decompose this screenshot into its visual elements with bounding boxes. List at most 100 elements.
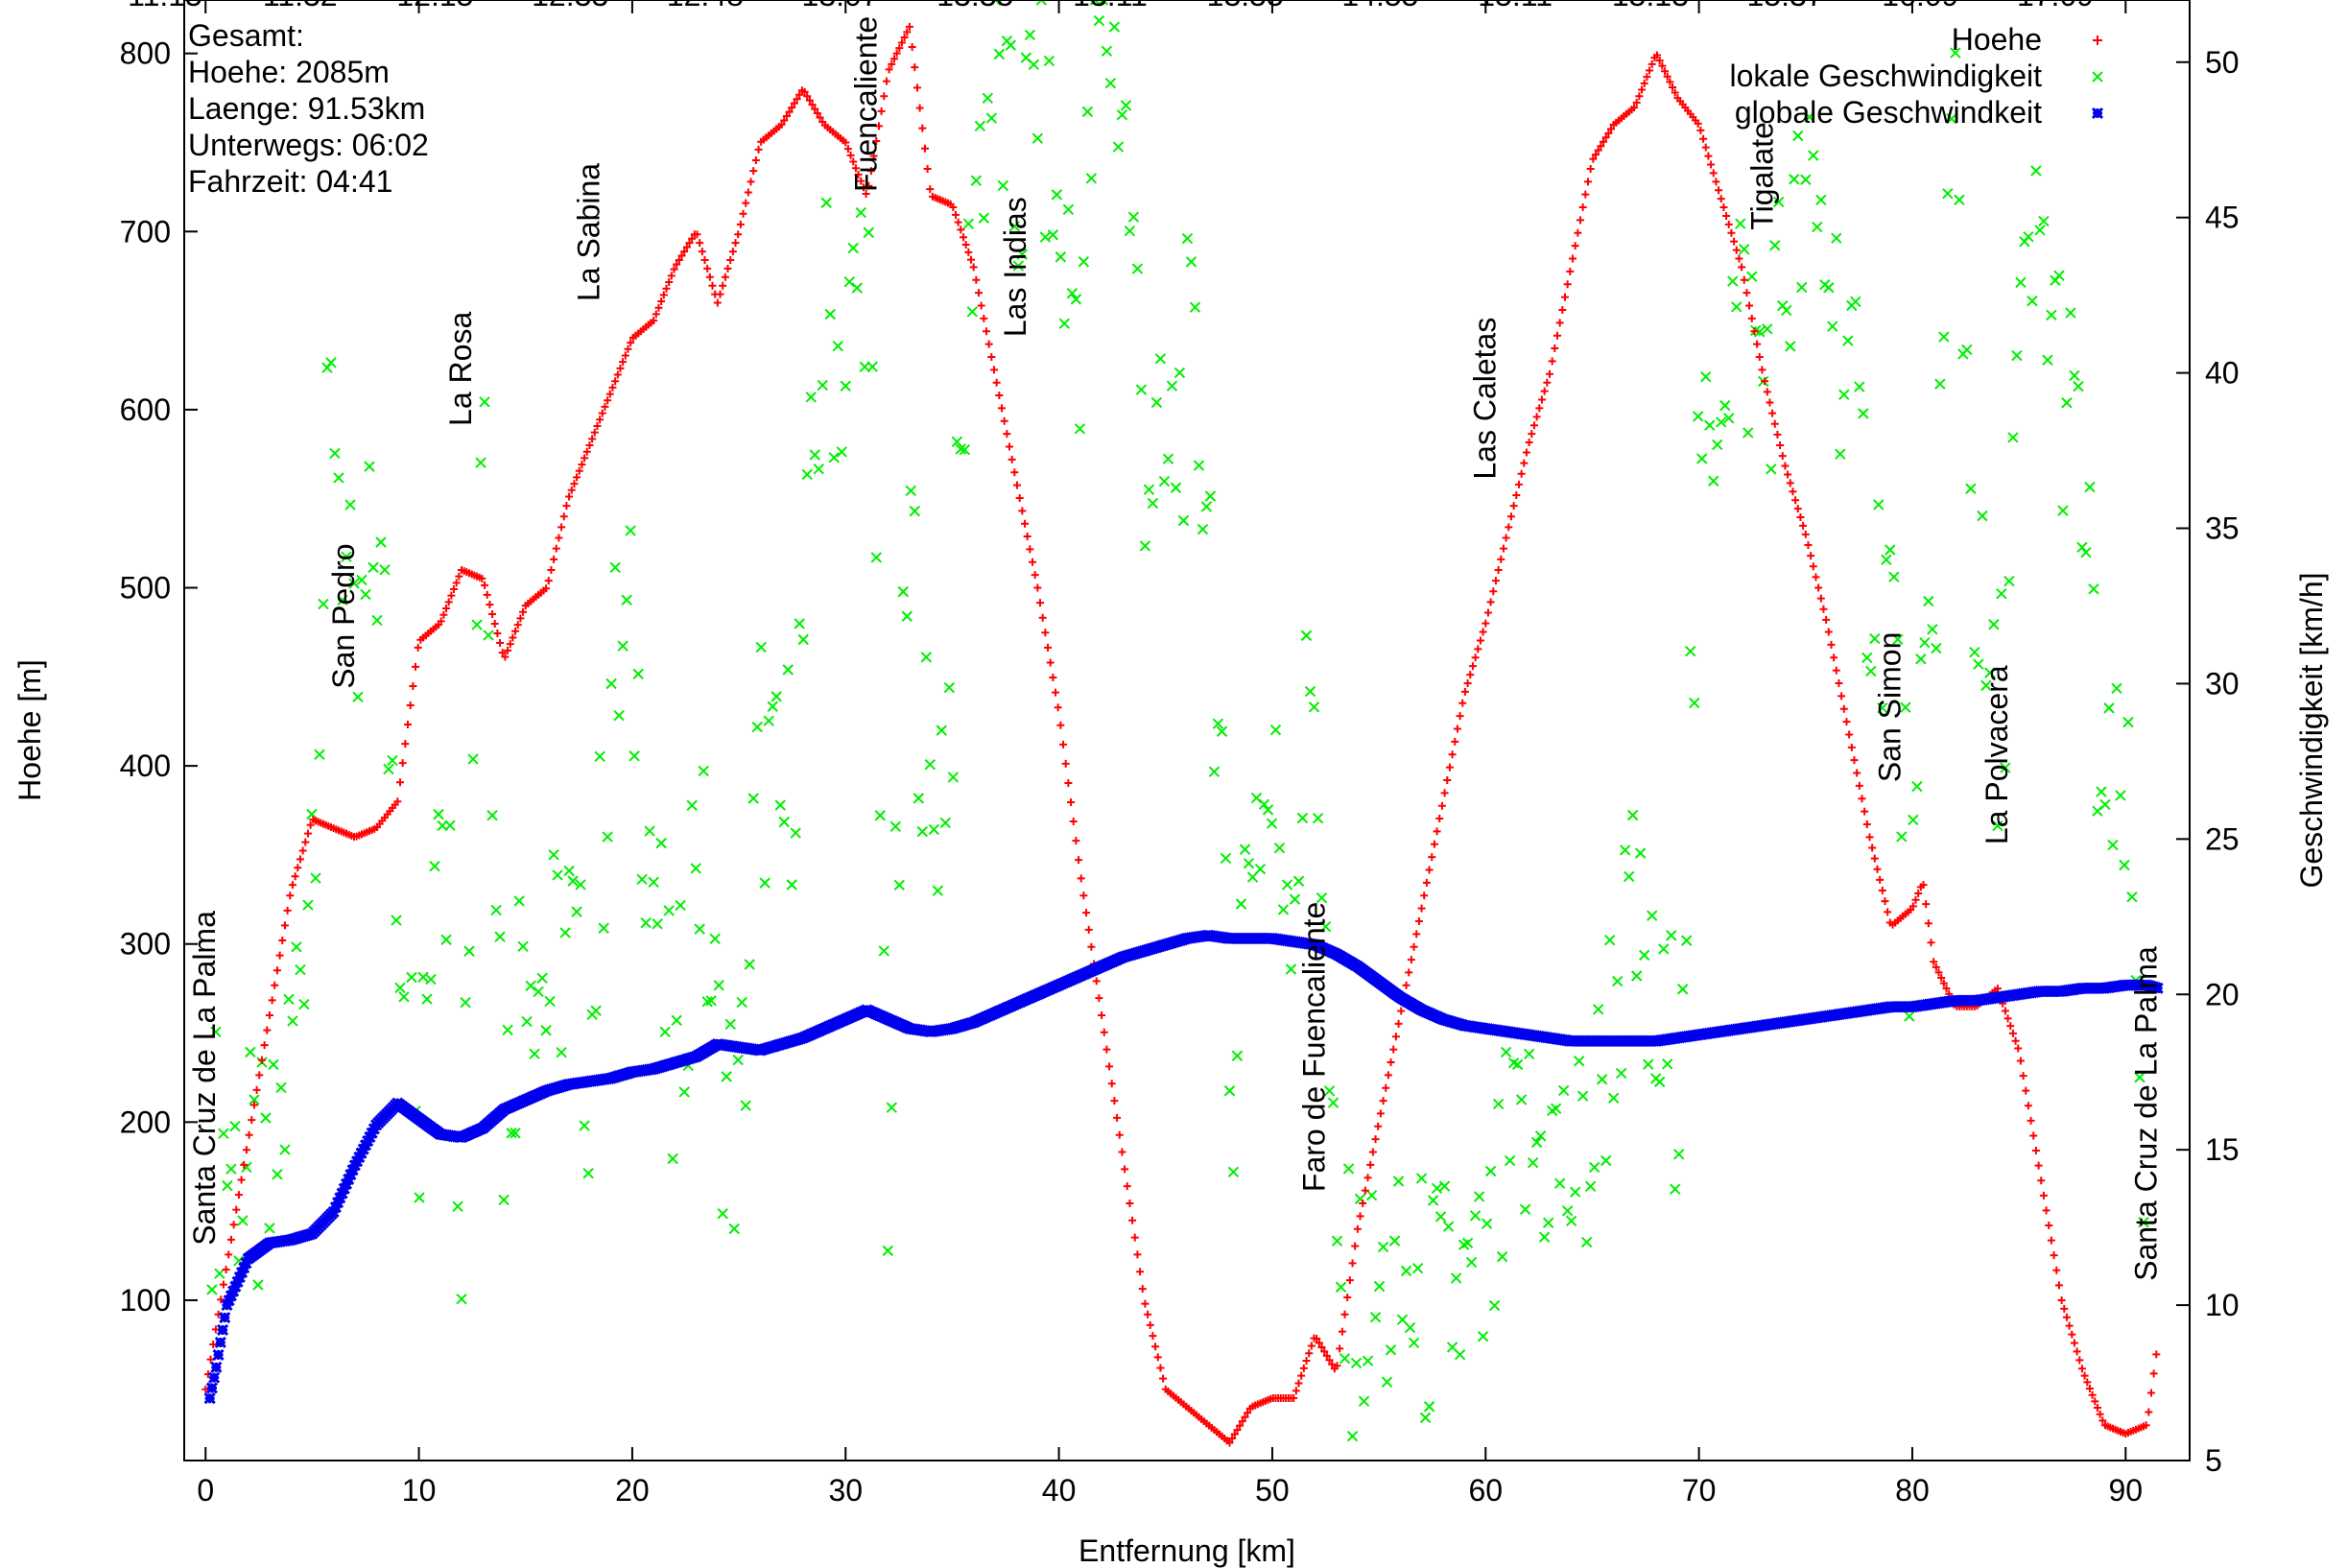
hoehe-point	[1420, 891, 1429, 900]
hoehe-point	[1745, 301, 1754, 310]
hoehe-point	[1578, 203, 1587, 212]
globale-point	[203, 1392, 216, 1405]
hoehe-point	[1784, 470, 1792, 479]
hoehe-point	[1236, 1421, 1245, 1430]
lokale-point	[1515, 1094, 1528, 1105]
lokale-point	[1074, 423, 1086, 435]
hoehe-point	[1832, 666, 1840, 675]
hoehe-point	[975, 289, 983, 297]
lokale-point	[479, 396, 490, 408]
globale-point	[214, 1336, 226, 1349]
hoehe-point	[2146, 1389, 2155, 1397]
lokale-point	[1630, 970, 1643, 982]
hoehe-point	[1422, 878, 1431, 887]
lokale-point	[391, 915, 402, 926]
hoehe-point	[242, 1146, 250, 1154]
lokale-point	[2096, 786, 2107, 797]
globale-point	[344, 1169, 357, 1181]
lokale-point	[1442, 1221, 1455, 1232]
hoehe-point	[1121, 1165, 1129, 1174]
lokale-point	[1185, 256, 1197, 268]
hoehe-point	[1750, 327, 1759, 336]
lokale-point	[1058, 318, 1071, 329]
hoehe-point	[1376, 1109, 1385, 1118]
hoehe-point	[1719, 203, 1728, 212]
hoehe-point	[1072, 837, 1080, 845]
lokale-point	[1327, 1097, 1339, 1108]
top-time-tick-label: 15:37	[1747, 0, 1824, 12]
hoehe-point	[1884, 908, 1892, 916]
hoehe-point	[1468, 662, 1477, 671]
lokale-point	[1530, 1136, 1543, 1149]
lokale-point	[1262, 804, 1274, 816]
lokale-point	[1285, 963, 1297, 975]
hoehe-point	[493, 630, 502, 638]
hoehe-point	[209, 1340, 218, 1348]
lokale-point	[1723, 413, 1735, 424]
top-time-tick-label: 12:15	[396, 0, 473, 12]
globale-point	[231, 1275, 244, 1288]
lokale-point	[2000, 762, 2011, 773]
lokale-point	[1377, 1241, 1389, 1253]
lokale-point	[1877, 701, 1888, 714]
hoehe-point	[920, 144, 929, 153]
lokale-point	[955, 443, 967, 455]
hoehe-point	[1433, 827, 1441, 836]
hoehe-point	[1405, 968, 1413, 977]
lokale-point	[1035, 0, 1048, 6]
hoehe-point	[1489, 587, 1498, 596]
hoehe-point	[721, 273, 729, 281]
globale-point	[221, 1299, 233, 1312]
hoehe-point	[1819, 605, 1828, 613]
hoehe-point	[1098, 1010, 1106, 1019]
lokale-point	[1469, 1210, 1482, 1222]
lokale-point	[667, 1152, 678, 1165]
hoehe-point	[225, 1250, 233, 1259]
lokale-point	[1381, 1376, 1393, 1388]
hoehe-point	[516, 614, 525, 623]
lokale-point	[1481, 1218, 1493, 1229]
hoehe-point	[613, 370, 622, 379]
lokale-point	[1319, 920, 1332, 933]
hoehe-point	[673, 260, 681, 269]
hoehe-point	[1732, 246, 1741, 254]
hoehe-point	[667, 272, 676, 280]
lokale-point	[456, 1293, 467, 1305]
hoehe-point	[1847, 743, 1856, 751]
hoehe-point	[854, 170, 863, 178]
lokale-point	[1588, 1161, 1600, 1174]
hoehe-point	[2073, 1347, 2081, 1356]
lokale-point	[2119, 859, 2130, 871]
hoehe-point	[1225, 1438, 1234, 1447]
hoehe-point	[488, 609, 497, 618]
lokale-point	[709, 933, 721, 945]
hoehe-point	[1543, 378, 1552, 387]
lokale-point	[2038, 215, 2050, 227]
place-annotation: La Rosa	[443, 312, 478, 426]
hoehe-point	[567, 486, 576, 494]
lokale-point	[502, 1024, 513, 1036]
x-tick-label: 10	[402, 1473, 437, 1508]
place-annotation: Santa Cruz de La Palma	[187, 911, 222, 1246]
hoehe-point	[670, 265, 678, 273]
lokale-point	[1258, 798, 1270, 810]
hoehe-point	[1768, 409, 1777, 417]
lokale-point	[889, 820, 901, 833]
hoehe-point	[1036, 599, 1045, 607]
hoehe-point	[1123, 1182, 1131, 1191]
hoehe-point	[803, 92, 812, 101]
hoehe-point	[1563, 280, 1572, 289]
hoehe-point	[414, 643, 422, 652]
hoehe-point	[1382, 1083, 1390, 1092]
globale-point	[2151, 982, 2164, 994]
lokale-point	[932, 885, 944, 896]
hoehe-point	[754, 145, 763, 154]
hoehe-point	[496, 639, 505, 648]
hoehe-point	[723, 264, 732, 273]
hoehe-point	[1013, 481, 1022, 489]
lokale-point	[1954, 194, 1965, 205]
series-globale-geschwindkeit	[203, 929, 2164, 1405]
lokale-point	[1200, 501, 1213, 512]
hoehe-point	[1653, 51, 1662, 59]
lokale-point	[993, 48, 1006, 60]
